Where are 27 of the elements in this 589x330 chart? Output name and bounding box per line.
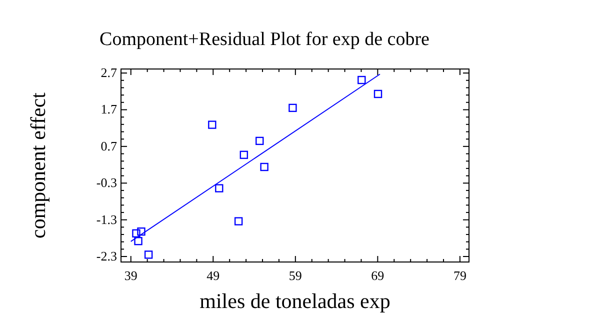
y-tick-label: 1.7 — [100, 102, 118, 117]
point — [137, 227, 146, 236]
x-tick-label: 39 — [124, 268, 138, 283]
y-axis-title: component effect — [26, 92, 50, 238]
point — [144, 250, 153, 259]
x-tick-label: 59 — [288, 268, 302, 283]
point — [374, 90, 382, 98]
x-axis-title: miles de toneladas exp — [200, 289, 390, 313]
y-tick-label: 2.7 — [100, 65, 118, 80]
x-tick-label: 79 — [453, 268, 466, 283]
x-tick-label: 69 — [371, 268, 384, 283]
point — [234, 217, 243, 226]
y-tick-label: -1.3 — [96, 212, 117, 227]
point — [240, 150, 248, 159]
x-tick-label: 49 — [206, 268, 220, 283]
point — [132, 229, 140, 238]
point — [134, 236, 142, 246]
point — [256, 136, 264, 146]
y-tick-label: 0.7 — [100, 138, 118, 154]
chart-title: Component+Residual Plot for exp de cobre — [100, 29, 430, 50]
point — [358, 76, 366, 84]
point — [260, 162, 268, 172]
point — [215, 184, 224, 192]
point — [288, 104, 297, 112]
y-tick-label: -0.3 — [96, 175, 117, 190]
y-tick-label: -2.3 — [96, 248, 117, 264]
point — [208, 120, 216, 129]
